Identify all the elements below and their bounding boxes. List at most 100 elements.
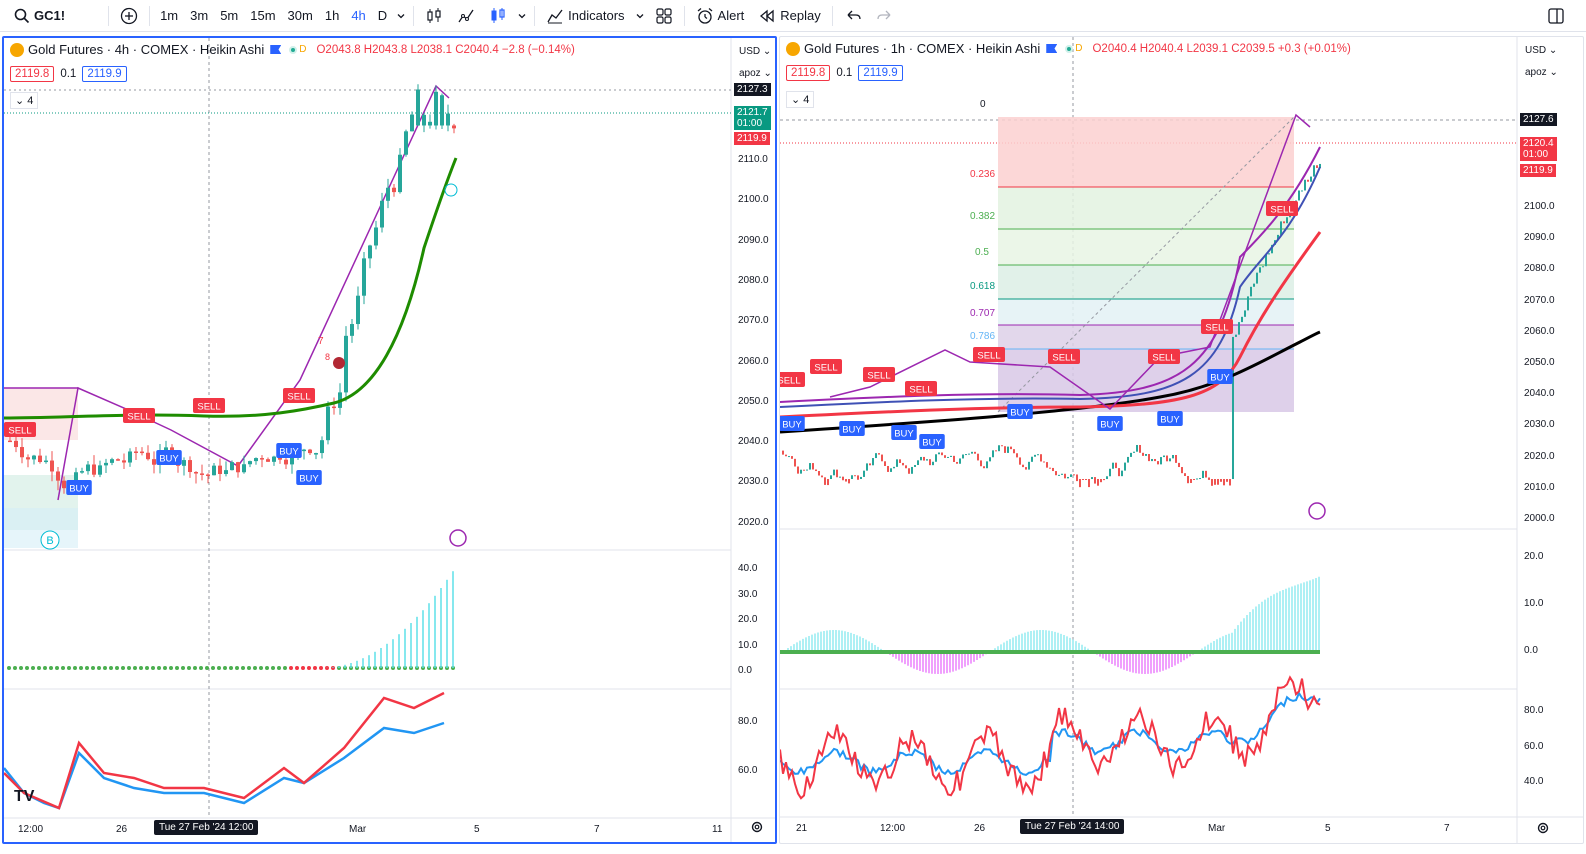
chart-type-dropdown[interactable] <box>514 0 530 32</box>
oscillator-dot <box>7 666 11 670</box>
candle-body <box>1151 458 1153 462</box>
cursor-date-label: Tue 27 Feb '24 14:00 <box>1020 819 1125 834</box>
legend-title[interactable]: Gold Futures · 1h · COMEX · Heikin Ashi <box>804 41 1041 56</box>
timeframe-d[interactable]: D <box>377 8 388 23</box>
symbol-label: GC1! <box>34 8 66 23</box>
chart-pane-1h[interactable]: 0 0.236 0.382 0.5 0.618 0.707 0.786 SELL SELL SEL… <box>779 36 1584 844</box>
candle-body <box>797 466 799 474</box>
chart-canvas-1h[interactable]: 0 0.236 0.382 0.5 0.618 0.707 0.786 SELL SELL SEL… <box>780 37 1583 843</box>
candle-body <box>224 470 228 475</box>
timeframe-15m[interactable]: 15m <box>250 8 276 23</box>
undo-icon <box>847 10 861 19</box>
redo-button[interactable] <box>869 0 901 32</box>
candle-body <box>1061 473 1063 475</box>
toggle-panel-button[interactable] <box>1540 0 1572 32</box>
buy-signal-label: BUY <box>1010 408 1030 419</box>
ask-box[interactable]: 2119.9 <box>858 65 903 81</box>
chart-type-button[interactable] <box>450 0 482 32</box>
oscillator-dot <box>259 666 263 670</box>
candle-body <box>1223 479 1225 486</box>
bar-style-button[interactable] <box>418 0 450 32</box>
candle-body <box>1115 462 1117 469</box>
candle-body <box>116 459 120 461</box>
alarm-clock-icon <box>697 7 712 24</box>
oscillator-dot <box>295 666 299 670</box>
candle-body <box>1130 452 1132 457</box>
toolbar-divider <box>108 5 110 26</box>
timeframe-dropdown[interactable] <box>393 0 409 32</box>
price-tick: 2000.0 <box>1524 513 1555 524</box>
indicators-collapse-toggle[interactable]: ⌄ 4 <box>10 92 39 109</box>
candle-body <box>1088 479 1090 488</box>
bid-box[interactable]: 2119.8 <box>10 66 55 82</box>
price-tick: 2090.0 <box>1524 232 1555 244</box>
signal-line <box>4 721 445 810</box>
candle-body <box>995 450 997 452</box>
indicator-count: 4 <box>27 95 34 107</box>
candle-body <box>452 125 456 129</box>
flag-icon[interactable] <box>270 45 282 54</box>
chart-pane-4h[interactable]: SELL SELL SELL SELL BUY BUY BUY BUY 7 8 B Gold Fut… <box>2 36 777 844</box>
timeframe-30m[interactable]: 30m <box>287 8 313 23</box>
candle-body <box>1226 479 1228 482</box>
price-tick: 2020.0 <box>1524 450 1555 462</box>
undo-button[interactable] <box>837 0 869 32</box>
candle-body <box>908 468 910 474</box>
candle-body <box>890 468 892 472</box>
timeframe-1m[interactable]: 1m <box>160 8 179 23</box>
candle-body <box>1316 165 1318 168</box>
candle-body <box>1091 477 1093 480</box>
candle-body <box>1259 267 1261 273</box>
flag-icon[interactable] <box>1046 44 1058 53</box>
replay-button[interactable]: Replay <box>751 0 827 32</box>
rewind-icon <box>760 9 774 22</box>
layout-button[interactable] <box>648 0 680 32</box>
timeframe-3m[interactable]: 3m <box>190 8 209 23</box>
bid-box[interactable]: 2119.8 <box>786 65 831 81</box>
sell-signal-label: SELL <box>287 392 310 403</box>
compare-symbol-button[interactable] <box>113 0 145 32</box>
oscillator-tick: 20.0 <box>1524 551 1544 562</box>
oscillator-tick: 0.0 <box>738 665 752 676</box>
signal-line <box>780 691 1321 779</box>
b-marker-circle <box>40 530 60 550</box>
candle-body <box>14 440 18 448</box>
candle-body <box>968 453 970 455</box>
timeframe-4h[interactable]: 4h <box>351 8 366 23</box>
settings-gear[interactable] <box>1536 821 1550 838</box>
symbol-search[interactable]: GC1! <box>6 0 72 32</box>
settings-gear[interactable] <box>750 820 764 837</box>
sell-signal-label: SELL <box>1052 353 1075 364</box>
sell-signal-label-bg <box>4 422 36 437</box>
date-tick: 12:00 <box>880 823 906 834</box>
price-tick: 2080.0 <box>738 274 769 286</box>
lightning-icon <box>1308 502 1326 520</box>
sell-signal-label-bg <box>780 372 805 387</box>
blue-moving-average <box>780 166 1321 408</box>
indicators-button[interactable]: Indicators <box>539 0 631 32</box>
candle-body <box>212 465 216 476</box>
buy-signal-label: BUY <box>1210 373 1230 384</box>
buy-signal-label-bg <box>839 421 865 436</box>
timeframe-1h[interactable]: 1h <box>324 8 340 23</box>
indicators-dropdown[interactable] <box>632 0 648 32</box>
heikin-ashi-button[interactable] <box>482 0 514 32</box>
scale-mode-select[interactable]: apoz ⌄ <box>739 68 772 79</box>
fib-level-label: 0.236 <box>970 169 995 180</box>
candle-body <box>308 449 312 454</box>
long-moving-average <box>780 330 1321 434</box>
ask-box[interactable]: 2119.9 <box>82 66 127 82</box>
timeframe-5m[interactable]: 5m <box>220 8 239 23</box>
legend-title[interactable]: Gold Futures · 4h · COMEX · Heikin Ashi <box>28 42 265 57</box>
buy-signal-label-bg <box>891 425 917 440</box>
currency-select[interactable]: USD ⌄ <box>739 46 772 57</box>
candle-body <box>866 463 868 471</box>
replay-label: Replay <box>780 8 821 23</box>
indicators-collapse-toggle[interactable]: ⌄ 4 <box>786 91 815 108</box>
oscillator-tick: 30.0 <box>738 588 758 600</box>
scale-mode-select[interactable]: apoz ⌄ <box>1525 67 1558 78</box>
oscillator-dot <box>241 666 245 670</box>
currency-select[interactable]: USD ⌄ <box>1525 45 1558 56</box>
alert-button[interactable]: Alert <box>689 0 752 32</box>
